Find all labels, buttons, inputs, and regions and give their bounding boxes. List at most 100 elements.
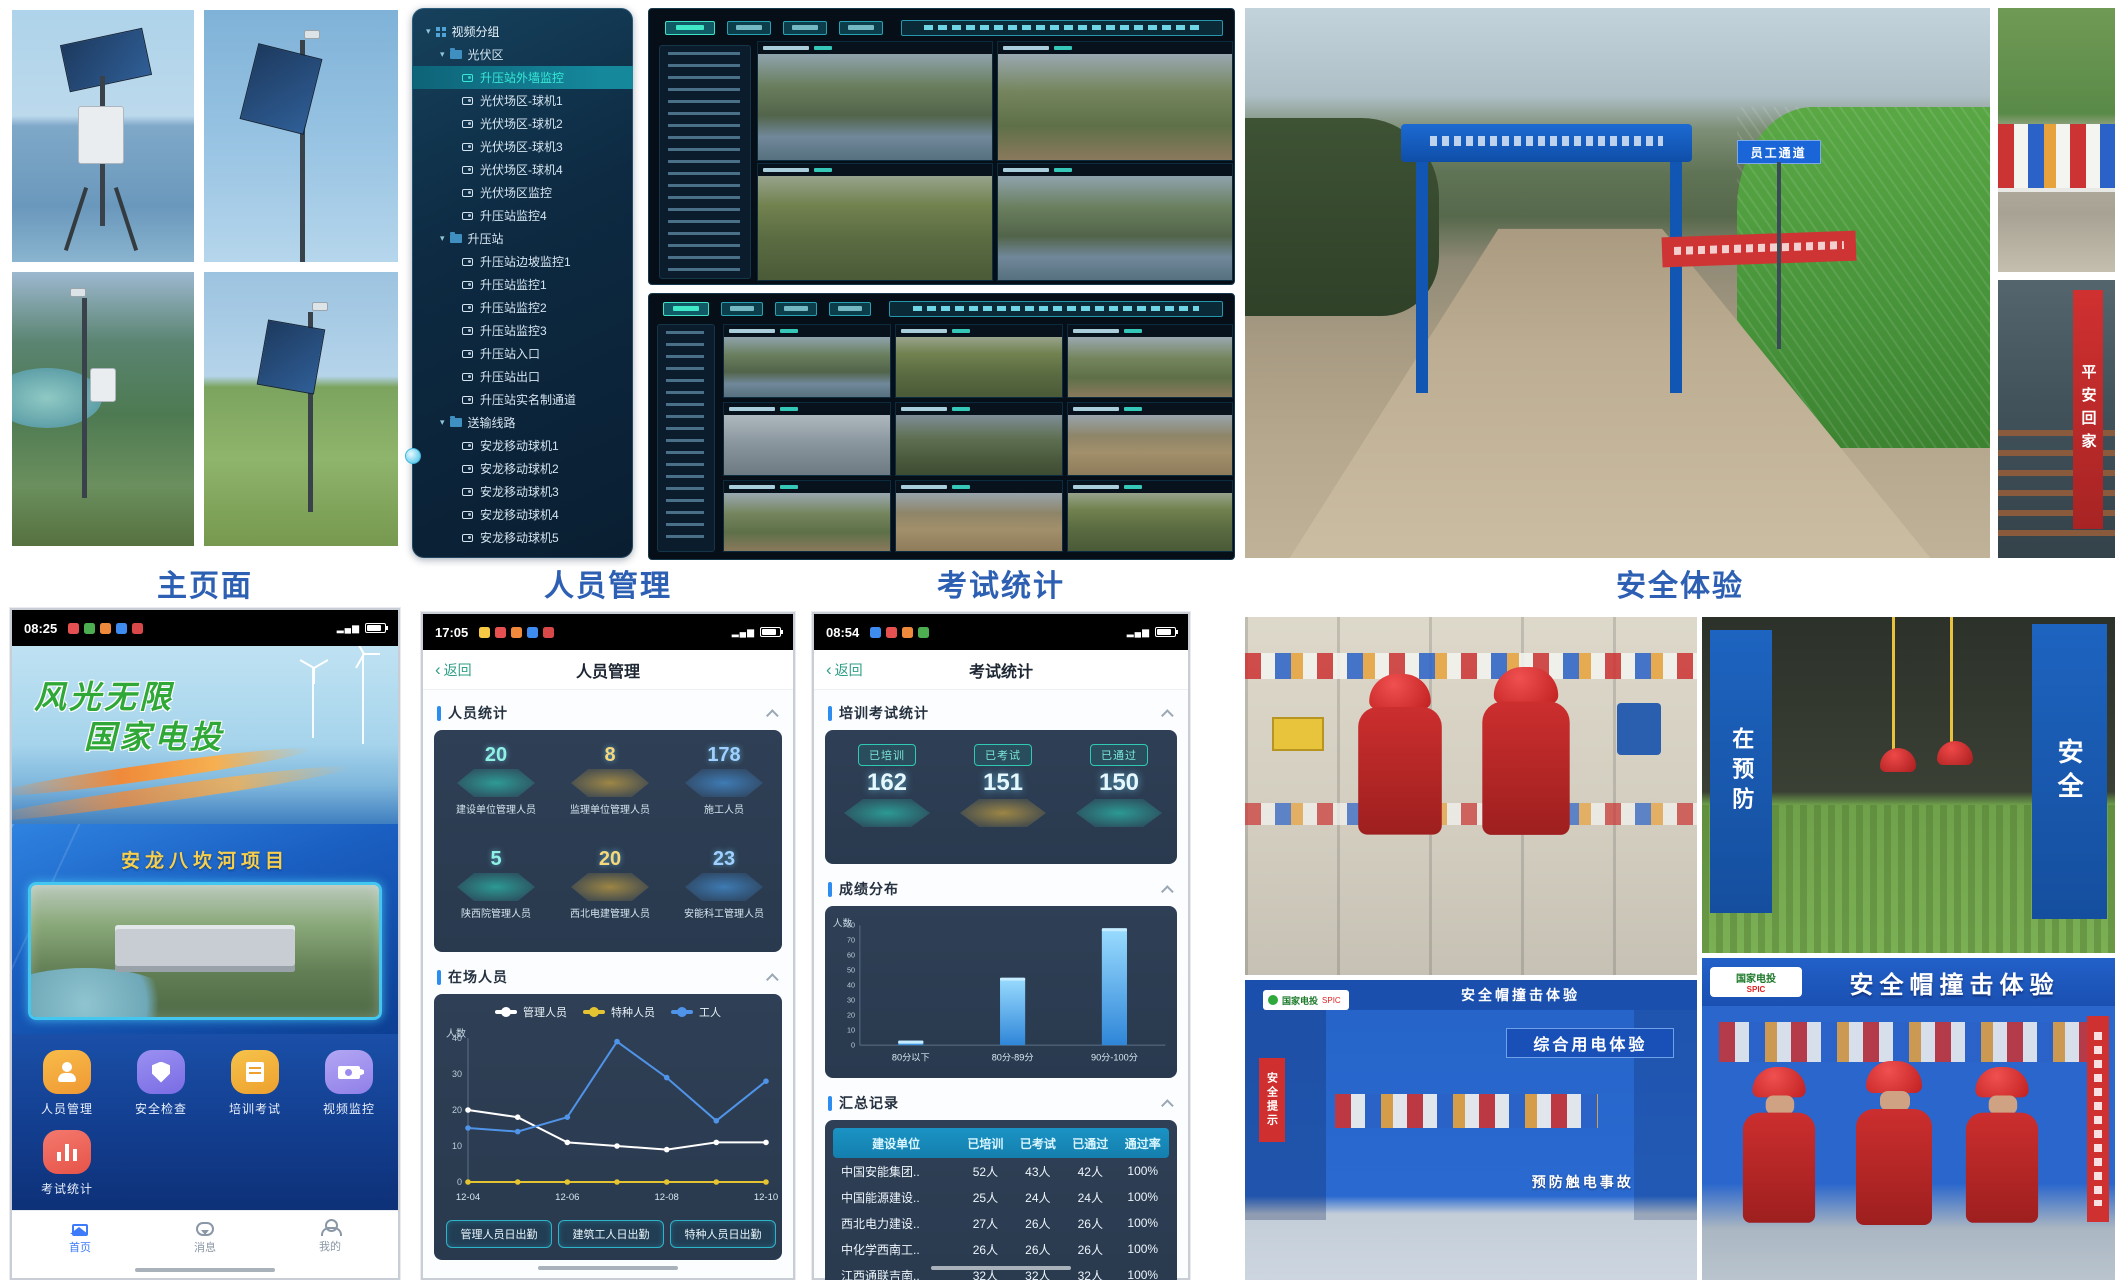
dashboard-tab[interactable] (783, 21, 827, 35)
stat-tile: 20 西北电建管理人员 (554, 848, 666, 920)
banner-text-bar (2094, 1032, 2102, 1206)
app-personnel-management[interactable]: 人员管理 (28, 1050, 106, 1117)
tree-item[interactable]: 光伏场区-球机3 (412, 135, 633, 158)
dashboard-channel-tree[interactable] (657, 324, 715, 552)
tree-item[interactable]: 安龙移动球机2 (412, 457, 633, 480)
video-feed (998, 176, 1232, 280)
video-tile[interactable] (997, 41, 1233, 161)
caret-icon[interactable]: ▾ (440, 417, 445, 427)
tree-item[interactable]: 升压站监控2 (412, 296, 633, 319)
panel-drag-handle[interactable] (405, 448, 421, 464)
tree-group-transmission-line[interactable]: ▾ 送输线路 (412, 411, 633, 434)
nav-home[interactable]: 首页 (40, 1219, 120, 1255)
collapse-chevron-icon[interactable] (1161, 1098, 1174, 1112)
turbine-blade (355, 653, 365, 669)
camera-icon (462, 257, 473, 266)
app-safety-check[interactable]: 安全检查 (122, 1050, 200, 1117)
caret-icon[interactable]: ▾ (440, 233, 445, 243)
svg-text:12-04: 12-04 (456, 1192, 480, 1203)
caret-icon[interactable]: ▾ (440, 49, 445, 59)
tree-item[interactable]: 升压站入口 (412, 342, 633, 365)
video-tile[interactable] (1067, 480, 1233, 552)
tree-item[interactable]: 升压站监控4 (412, 204, 633, 227)
tile-status-bar (952, 329, 970, 333)
section-title: 成绩分布 (839, 881, 899, 897)
svg-text:20: 20 (847, 1011, 855, 1020)
collapse-chevron-icon[interactable] (766, 972, 779, 986)
blue-device-box (1616, 702, 1661, 755)
dashboard-tab[interactable] (727, 21, 771, 35)
tree-item[interactable]: 安龙移动球机1 (412, 434, 633, 457)
turbine-blade (313, 659, 329, 669)
video-tile[interactable] (723, 480, 891, 552)
home-indicator[interactable] (538, 1266, 678, 1270)
dashboard-channel-tree[interactable] (659, 45, 751, 279)
video-tile[interactable] (1067, 402, 1233, 476)
dashboard-tab[interactable] (775, 302, 817, 316)
tree-item[interactable]: 升压站监控1 (412, 273, 633, 296)
collapse-chevron-icon[interactable] (766, 708, 779, 722)
dashboard-tab[interactable] (665, 21, 715, 35)
bar-chart-glyph (57, 1143, 77, 1161)
legend-item[interactable]: 特种人员 (583, 1004, 655, 1020)
dashboard-tab[interactable] (839, 21, 883, 35)
svg-text:10: 10 (452, 1141, 462, 1151)
nav-messages[interactable]: 消息 (165, 1219, 245, 1255)
svg-text:20: 20 (452, 1105, 462, 1115)
tree-item[interactable]: 升压站实名制通道 (412, 388, 633, 411)
legend-item[interactable]: 管理人员 (495, 1004, 567, 1020)
video-tile[interactable] (1067, 324, 1233, 398)
back-button[interactable]: ‹ 返回 (435, 660, 472, 680)
collapse-chevron-icon[interactable] (1161, 884, 1174, 898)
tree-item[interactable]: 安龙移动球机5 (412, 526, 633, 549)
legend-item[interactable]: 工人 (671, 1004, 721, 1020)
video-tile[interactable] (895, 480, 1063, 552)
video-tile[interactable] (723, 324, 891, 398)
spic-logo-chip: 国家电投 SPIC (1710, 967, 1802, 997)
dashboard-tab[interactable] (721, 302, 763, 316)
home-indicator[interactable] (135, 1268, 275, 1272)
video-tile[interactable] (757, 163, 993, 281)
tree-item-selected[interactable]: 升压站外墙监控 (412, 66, 633, 89)
tile-title-bar (901, 485, 947, 489)
video-tile[interactable] (895, 324, 1063, 398)
tree-item[interactable]: 光伏场区-球机1 (412, 89, 633, 112)
app-video-monitor[interactable]: 视频监控 (310, 1050, 388, 1117)
back-button[interactable]: ‹ 返回 (826, 660, 863, 680)
manager-attendance-button[interactable]: 管理人员日出勤 (446, 1220, 552, 1248)
app-training-exam[interactable]: 培训考试 (216, 1050, 294, 1117)
tree-root-video-groups[interactable]: ▾ 视频分组 (412, 20, 633, 43)
personnel-icon (43, 1050, 91, 1094)
tree-item[interactable]: 光伏场区监控 (412, 181, 633, 204)
tree-item[interactable]: 安龙移动球机3 (412, 480, 633, 503)
video-tile[interactable] (997, 163, 1233, 281)
section-onsite-personnel: 在场人员 (437, 966, 779, 988)
tree-item[interactable]: 安龙移动球机4 (412, 503, 633, 526)
home-indicator[interactable] (931, 1266, 1071, 1270)
video-tile[interactable] (895, 402, 1063, 476)
tree-item[interactable]: 升压站出口 (412, 365, 633, 388)
video-tile[interactable] (723, 402, 891, 476)
tree-group-pv-area[interactable]: ▾ 光伏区 (412, 43, 633, 66)
tree-item[interactable]: 升压站边坡监控1 (412, 250, 633, 273)
solar-panel (59, 27, 153, 93)
tree-item[interactable]: 光伏场区-球机2 (412, 112, 633, 135)
section-title-main-page: 主页面 (157, 570, 253, 603)
status-app-icon (527, 626, 539, 638)
tree-item[interactable]: 光伏场区-球机4 (412, 158, 633, 181)
safe-home-banner: 平安回家 (2073, 290, 2103, 530)
special-attendance-button[interactable]: 特种人员日出勤 (670, 1220, 776, 1248)
worker-attendance-button[interactable]: 建筑工人日出勤 (558, 1220, 664, 1248)
col-header: 已通过 (1064, 1128, 1117, 1158)
nav-mine[interactable]: 我的 (290, 1219, 370, 1254)
tree-item[interactable]: 升压站监控3 (412, 319, 633, 342)
app-exam-statistics[interactable]: 考试统计 (28, 1130, 106, 1197)
tree-group-booster-station[interactable]: ▾ 升压站 (412, 227, 633, 250)
video-tile[interactable] (757, 41, 993, 161)
collapse-chevron-icon[interactable] (1161, 708, 1174, 722)
red-uniform (1357, 707, 1442, 835)
profile-icon (321, 1219, 342, 1236)
dashboard-tab[interactable] (829, 302, 871, 316)
caret-icon[interactable]: ▾ (426, 26, 431, 36)
dashboard-tab[interactable] (663, 302, 709, 316)
